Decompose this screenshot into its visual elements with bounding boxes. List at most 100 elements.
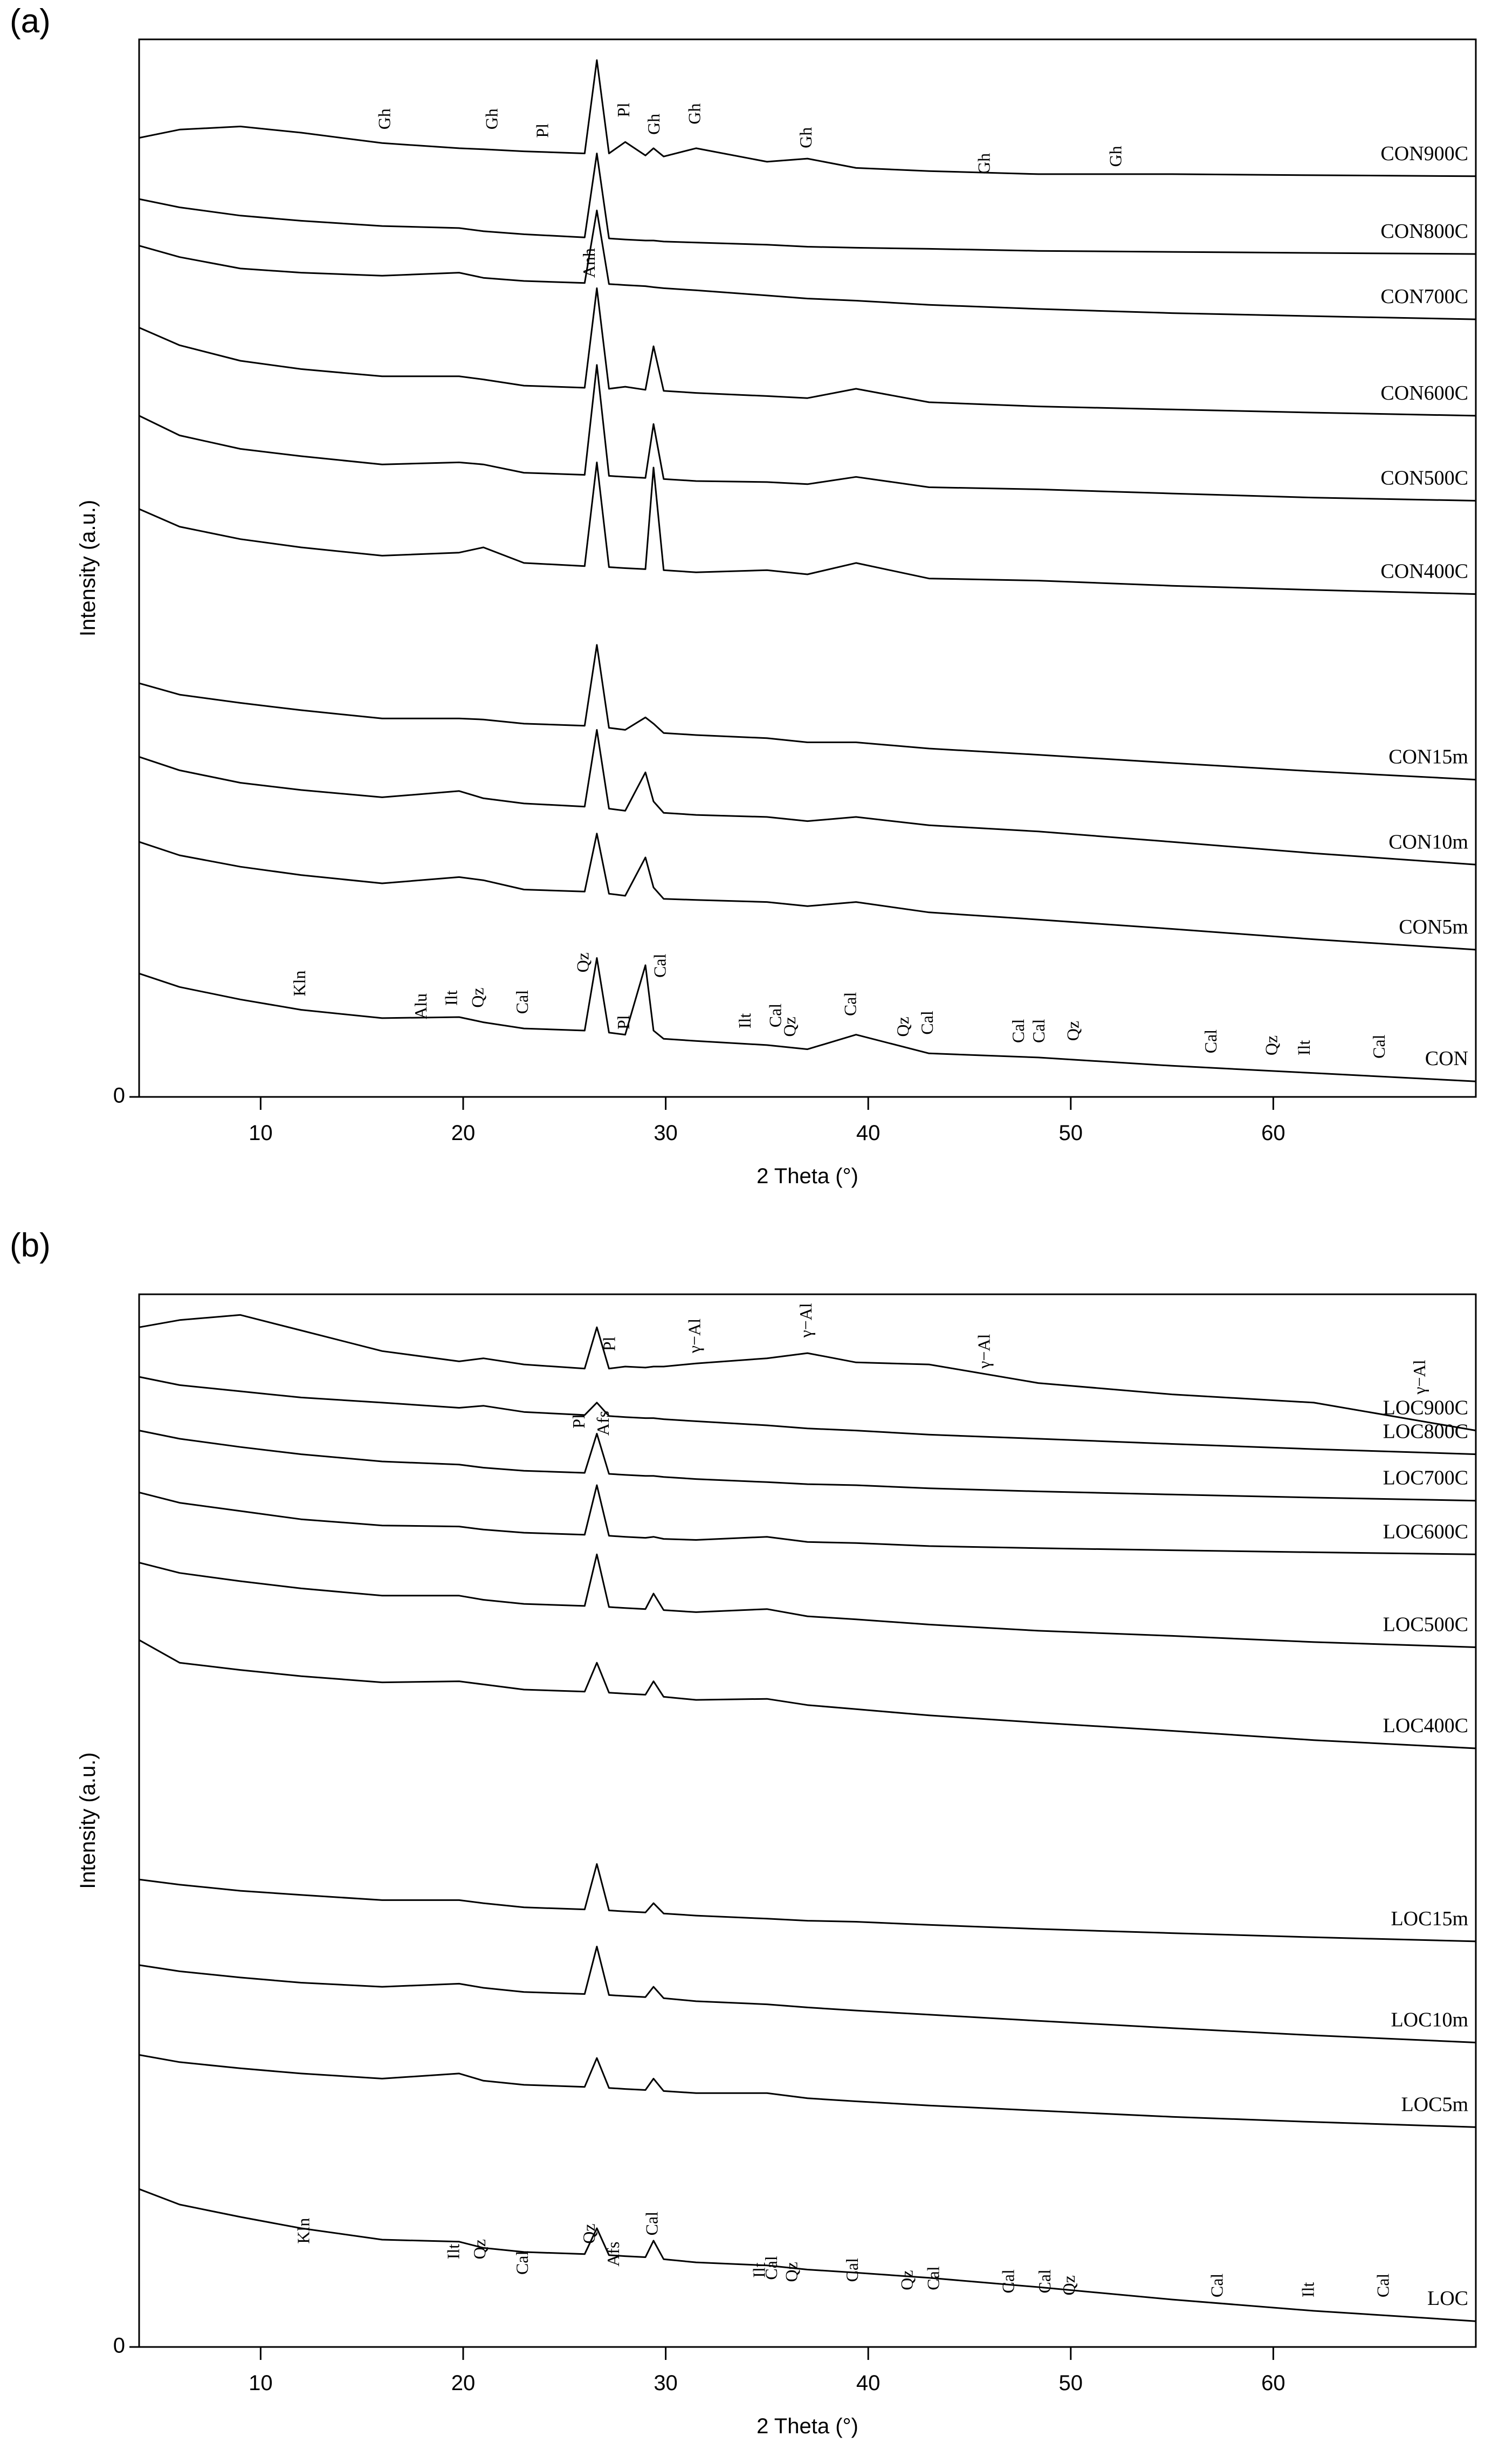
- series-label: CON800C: [1380, 220, 1468, 243]
- phase-label: Cal: [761, 2256, 781, 2280]
- x-axis-label: 2 Theta (°): [757, 1164, 858, 1188]
- series-label: CON500C: [1380, 467, 1468, 490]
- phase-label: Cal: [512, 990, 532, 1014]
- phase-label: Qz: [1063, 1021, 1083, 1041]
- phase-label: Cal: [842, 2258, 862, 2282]
- phase-label: Gh: [375, 108, 394, 129]
- phase-label: Gh: [796, 127, 815, 148]
- xrd-trace: [139, 729, 1476, 866]
- series-label: CON400C: [1380, 560, 1468, 583]
- phase-label: Gh: [974, 153, 993, 174]
- xrd-trace: [139, 833, 1476, 951]
- phase-label: Qz: [897, 2270, 917, 2290]
- phase-label: γ−Al: [684, 1319, 704, 1354]
- phase-label: Cal: [1201, 1029, 1220, 1054]
- panel-label: (a): [10, 3, 51, 40]
- phase-label: Pl: [614, 1015, 633, 1029]
- xrd-trace: [139, 209, 1476, 320]
- phase-label: Gh: [644, 114, 663, 135]
- xrd-trace: [139, 287, 1476, 417]
- phase-label: Cal: [1369, 1034, 1388, 1059]
- phase-label: γ−Al: [1410, 1360, 1429, 1395]
- x-tick-label: 40: [856, 2371, 881, 2395]
- series-label: CON600C: [1380, 382, 1468, 404]
- x-tick-label: 10: [249, 2371, 273, 2395]
- series-label: LOC900C: [1383, 1397, 1468, 1419]
- phase-label: Cal: [1008, 1019, 1028, 1043]
- x-tick-label: 60: [1261, 2371, 1285, 2395]
- phase-label: Cal: [642, 2212, 661, 2236]
- phase-label: Cal: [917, 1011, 937, 1035]
- xrd-trace: [139, 461, 1476, 595]
- phase-label: Cal: [1207, 2274, 1226, 2298]
- phase-label: Alu: [411, 993, 430, 1019]
- series-label: CON: [1425, 1047, 1468, 1070]
- plot-frame: [138, 38, 1477, 1098]
- series-label: LOC10m: [1391, 2008, 1468, 2031]
- phase-label: Pl: [614, 102, 633, 117]
- phase-label: Cal: [766, 1004, 785, 1028]
- series-label: LOC500C: [1383, 1613, 1468, 1636]
- xrd-trace: [139, 2054, 1476, 2128]
- phase-label: Cal: [923, 2266, 943, 2290]
- series-label: CON15m: [1388, 746, 1468, 768]
- plot-frame: [138, 1293, 1477, 2348]
- phase-label: Qz: [467, 987, 487, 1007]
- xrd-trace: [139, 364, 1476, 502]
- series-label: LOC: [1427, 2287, 1468, 2310]
- x-axis-label: 2 Theta (°): [757, 2414, 858, 2438]
- series-label: CON700C: [1380, 285, 1468, 308]
- phase-label: Gh: [684, 104, 704, 125]
- phase-label: Cal: [1373, 2274, 1392, 2298]
- panel-label: (b): [10, 1227, 51, 1264]
- xrd-trace: [139, 1946, 1476, 2043]
- phase-label: Cal: [840, 992, 860, 1016]
- phase-label: Ilt: [1298, 2282, 1317, 2298]
- xrd-trace: [139, 644, 1476, 781]
- series-label: LOC800C: [1383, 1420, 1468, 1443]
- phase-label: Anh: [579, 248, 599, 278]
- series-label: LOC600C: [1383, 1520, 1468, 1543]
- phase-label: Ilt: [749, 2262, 768, 2278]
- chart-panel: (a) 10 20 30 40 50 60 0 2 Theta (°) Intensity (a.…: [10, 3, 1477, 1188]
- x-tick-label: 40: [856, 1121, 881, 1145]
- phase-label: Pl: [569, 1414, 588, 1429]
- xrd-trace: [139, 1430, 1476, 1502]
- xrd-trace: [139, 153, 1476, 255]
- phase-label: Kln: [293, 2218, 313, 2244]
- xrd-trace: [139, 1376, 1476, 1456]
- xrd-trace: [139, 2188, 1476, 2322]
- phase-label: Cal: [1035, 2269, 1054, 2294]
- y-axis-label: Intensity (a.u.): [76, 1752, 100, 1889]
- x-tick-label: 50: [1059, 1121, 1083, 1145]
- phase-label: Pl: [600, 1336, 619, 1351]
- phase-label: Gh: [482, 108, 501, 129]
- phase-label: Afs: [593, 1411, 613, 1436]
- x-tick-label: 10: [249, 1121, 273, 1145]
- phase-label: γ−Al: [796, 1303, 815, 1338]
- phase-label: Qz: [780, 1017, 799, 1037]
- phase-label: Cal: [650, 953, 669, 978]
- x-tick-label: 30: [654, 2371, 678, 2395]
- phase-label: Ilt: [442, 990, 461, 1006]
- phase-label: Kln: [290, 971, 309, 997]
- series-label: CON10m: [1388, 831, 1468, 853]
- xrd-trace: [139, 59, 1476, 177]
- phase-label: Cal: [998, 2269, 1017, 2294]
- phase-label: Qz: [1262, 1035, 1281, 1055]
- x-tick-label: 50: [1059, 2371, 1083, 2395]
- xrd-trace: [139, 1484, 1476, 1555]
- y-tick-label: 0: [113, 1084, 125, 1108]
- xrd-trace: [139, 1314, 1476, 1432]
- series-label: LOC400C: [1383, 1714, 1468, 1737]
- series-label: CON900C: [1380, 142, 1468, 165]
- xrd-trace: [139, 1863, 1476, 1943]
- phase-label: Qz: [1059, 2275, 1078, 2295]
- phase-label: Qz: [579, 2223, 599, 2243]
- phase-label: Qz: [573, 952, 593, 972]
- phase-label: Ilt: [443, 2244, 463, 2260]
- x-tick-label: 20: [451, 2371, 476, 2395]
- series-label: LOC15m: [1391, 1907, 1468, 1930]
- x-tick-label: 60: [1261, 1121, 1285, 1145]
